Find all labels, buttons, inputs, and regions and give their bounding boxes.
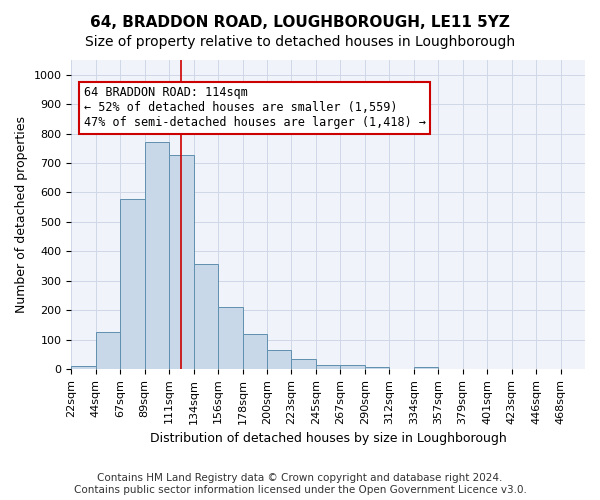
Bar — [145, 142, 169, 369]
Text: 64 BRADDON ROAD: 114sqm
← 52% of detached houses are smaller (1,559)
47% of semi: 64 BRADDON ROAD: 114sqm ← 52% of detache… — [83, 86, 425, 130]
Bar — [267, 350, 292, 369]
Bar — [242, 334, 267, 369]
Bar — [292, 358, 316, 369]
X-axis label: Distribution of detached houses by size in Loughborough: Distribution of detached houses by size … — [150, 432, 506, 445]
Bar — [71, 366, 96, 369]
Bar — [169, 155, 194, 369]
Y-axis label: Number of detached properties: Number of detached properties — [15, 116, 28, 313]
Bar — [365, 368, 389, 369]
Bar — [218, 307, 242, 369]
Bar — [120, 199, 145, 369]
Bar — [96, 332, 120, 369]
Bar — [414, 368, 438, 369]
Text: 64, BRADDON ROAD, LOUGHBOROUGH, LE11 5YZ: 64, BRADDON ROAD, LOUGHBOROUGH, LE11 5YZ — [90, 15, 510, 30]
Text: Size of property relative to detached houses in Loughborough: Size of property relative to detached ho… — [85, 35, 515, 49]
Bar — [194, 264, 218, 369]
Bar — [340, 364, 365, 369]
Bar — [316, 364, 340, 369]
Text: Contains HM Land Registry data © Crown copyright and database right 2024.
Contai: Contains HM Land Registry data © Crown c… — [74, 474, 526, 495]
